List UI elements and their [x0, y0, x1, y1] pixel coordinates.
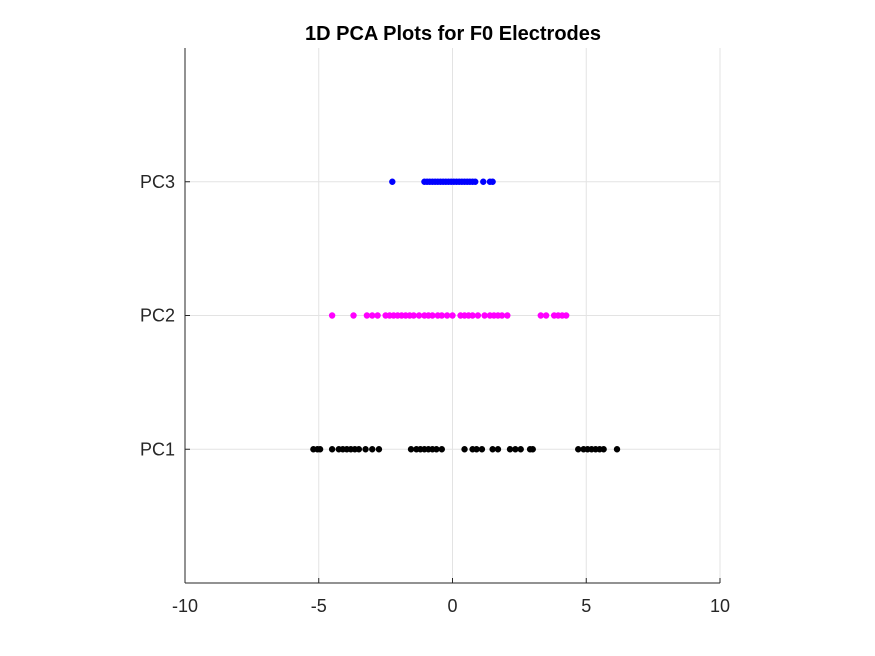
- data-point: [478, 446, 486, 453]
- tick-labels: -10 -5 0 5 10 PC1 PC2 PC3: [140, 172, 730, 616]
- data-point: [328, 446, 336, 453]
- data-points: [310, 178, 621, 453]
- data-point: [469, 312, 476, 319]
- data-point: [438, 446, 445, 453]
- data-point: [449, 312, 456, 319]
- data-point: [350, 312, 357, 319]
- y-tick-label: PC3: [140, 172, 175, 192]
- data-point: [316, 446, 324, 453]
- data-point: [429, 312, 436, 319]
- data-point: [369, 446, 376, 453]
- data-point: [504, 312, 511, 319]
- x-tick-label: 10: [710, 596, 730, 616]
- data-point: [363, 312, 371, 319]
- data-point: [407, 446, 415, 453]
- data-point: [506, 446, 514, 453]
- data-point: [415, 312, 423, 319]
- data-point: [517, 446, 524, 453]
- data-point: [529, 446, 536, 453]
- x-tick-label: 5: [581, 596, 591, 616]
- data-point: [389, 178, 396, 185]
- data-point: [600, 446, 607, 453]
- data-point: [562, 312, 570, 319]
- data-point: [473, 446, 480, 453]
- x-tick-label: -5: [311, 596, 327, 616]
- y-tick-label: PC2: [140, 306, 175, 326]
- data-point: [369, 312, 376, 319]
- series-pc1: [310, 446, 621, 453]
- data-point: [489, 446, 496, 453]
- series-pc3: [389, 178, 496, 185]
- data-point: [410, 312, 417, 319]
- chart-title: 1D PCA Plots for F0 Electrodes: [305, 23, 601, 45]
- data-point: [433, 446, 440, 453]
- data-point: [472, 178, 479, 185]
- data-point: [355, 446, 363, 453]
- data-point: [443, 312, 451, 319]
- x-tick-label: 0: [447, 596, 457, 616]
- data-point: [461, 446, 468, 453]
- data-point: [438, 312, 445, 319]
- data-point: [328, 312, 336, 319]
- data-point: [362, 446, 369, 453]
- data-point: [474, 312, 482, 319]
- data-point: [481, 312, 488, 319]
- y-tick-label: PC1: [140, 439, 175, 459]
- data-point: [375, 446, 383, 453]
- series-pc2: [328, 312, 570, 319]
- data-point: [489, 178, 496, 185]
- data-point: [498, 312, 506, 319]
- data-point: [494, 446, 502, 453]
- x-tick-label: -10: [172, 596, 198, 616]
- data-point: [613, 446, 621, 453]
- data-point: [575, 446, 582, 453]
- data-point: [537, 312, 544, 319]
- data-point: [512, 446, 519, 453]
- data-point: [480, 178, 487, 185]
- data-point: [374, 312, 381, 319]
- data-point: [542, 312, 550, 319]
